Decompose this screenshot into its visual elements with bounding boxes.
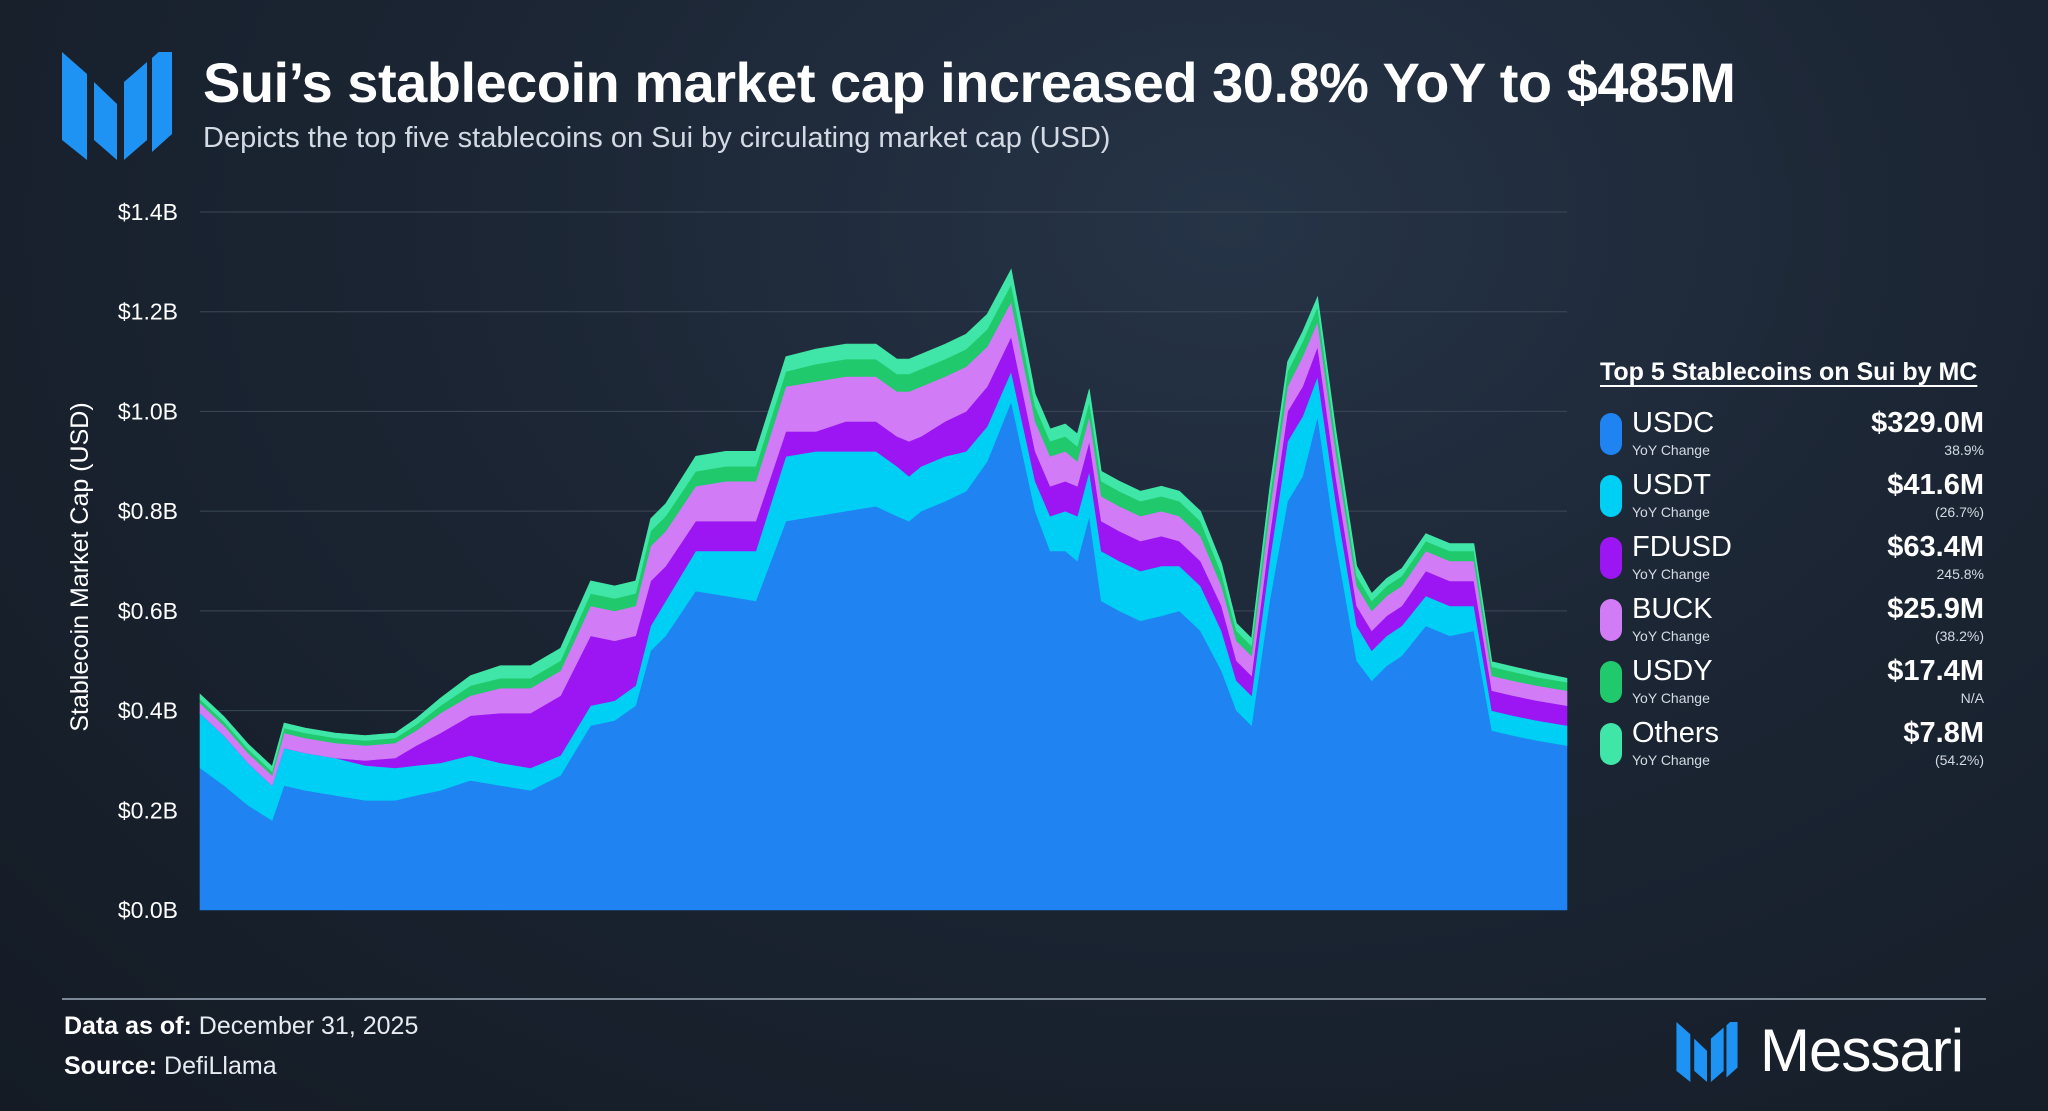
legend-item-change: 245.8% [1936,566,1984,582]
legend-item-sub: YoY Change [1632,504,1710,520]
messari-wordmark: Messari [1760,1017,1964,1084]
legend-item-usdc: USDC YoY Change $329.0M 38.9% [1600,405,1996,467]
messari-brand-icon [1676,1022,1738,1082]
y-tick-label: $1.4B [118,199,178,225]
legend-swatch [1600,599,1622,641]
source: Source: DefiLlama [64,1052,277,1081]
legend-item-name: USDC [1632,407,1715,439]
data-as-of: Data as of: December 31, 2025 [64,1012,418,1041]
legend-swatch [1600,413,1622,455]
legend-item-value: $63.4M [1887,531,1984,563]
legend-item-value: $17.4M [1887,655,1984,687]
legend-item-fdusd: FDUSD YoY Change $63.4M 245.8% [1600,529,1996,591]
area-others [199,268,1568,772]
data-as-of-value: December 31, 2025 [198,1012,419,1040]
legend-item-sub: YoY Change [1632,752,1710,768]
legend: Top 5 Stablecoins on Sui by MC USDC YoY C… [1600,358,1996,777]
legend-item-name: BUCK [1632,593,1713,625]
legend-item-usdy: USDY YoY Change $17.4M N/A [1600,653,1996,715]
y-tick-label: $0.2B [118,797,178,823]
legend-item-value: $41.6M [1887,469,1984,501]
legend-item-change: (54.2%) [1934,752,1984,768]
legend-item-usdt: USDT YoY Change $41.6M (26.7%) [1600,467,1996,529]
legend-item-change: (26.7%) [1934,504,1984,520]
legend-title: Top 5 Stablecoins on Sui by MC [1600,358,1978,386]
legend-item-sub: YoY Change [1632,566,1710,582]
chart-subtitle: Depicts the top five stablecoins on Sui … [203,122,1111,154]
legend-item-name: FDUSD [1632,531,1732,563]
legend-item-sub: YoY Change [1632,442,1710,458]
legend-swatch [1600,661,1622,703]
messari-logo-icon [62,52,172,160]
legend-item-change: N/A [1960,690,1984,706]
y-axis-label: Stablecoin Market Cap (USD) [66,402,94,731]
legend-item-name: USDT [1632,469,1711,501]
legend-item-name: Others [1632,717,1720,749]
legend-list: USDC YoY Change $329.0M 38.9% USDT YoY Change… [1600,405,1996,777]
source-value: DefiLlama [164,1052,277,1080]
y-tick-label: $0.6B [118,598,178,624]
legend-item-change: 38.9% [1944,442,1984,458]
legend-item-others: Others YoY Change $7.8M (54.2%) [1600,715,1996,777]
legend-item-change: (38.2%) [1934,628,1984,644]
legend-item-value: $7.8M [1903,717,1984,749]
chart-title: Sui’s stablecoin market cap increased 30… [203,51,1736,114]
legend-item-value: $329.0M [1871,407,1984,439]
y-axis-ticks: $0.0B $0.2B $0.4B $0.6B $0.8B $1.0B $1.2B $1.4B [118,199,178,923]
y-tick-label: $0.8B [118,498,178,524]
legend-item-value: $25.9M [1887,593,1984,625]
legend-swatch [1600,723,1622,765]
area-series [199,268,1568,911]
legend-item-buck: BUCK YoY Change $25.9M (38.2%) [1600,591,1996,653]
y-tick-label: $0.4B [118,698,178,724]
source-label: Source: [64,1052,158,1080]
y-tick-label: $1.2B [118,299,178,325]
legend-item-sub: YoY Change [1632,690,1710,706]
legend-item-name: USDY [1632,655,1713,687]
y-tick-label: $1.0B [118,398,178,424]
footer-divider [62,998,1986,1000]
y-tick-label: $0.0B [118,897,178,923]
legend-swatch [1600,537,1622,579]
data-as-of-label: Data as of: [64,1012,192,1040]
legend-item-sub: YoY Change [1632,628,1710,644]
stacked-area-chart: $0.0B $0.2B $0.4B $0.6B $0.8B $1.0B $1.2B $1.4B… [66,199,1568,923]
legend-swatch [1600,475,1622,517]
